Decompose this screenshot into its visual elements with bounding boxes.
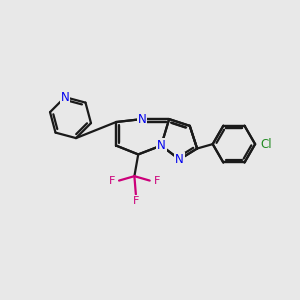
Text: F: F <box>109 176 115 186</box>
Text: N: N <box>61 91 69 103</box>
Text: F: F <box>133 196 139 206</box>
Text: N: N <box>157 139 166 152</box>
Text: Cl: Cl <box>260 138 272 151</box>
Text: N: N <box>175 153 184 166</box>
Text: F: F <box>154 176 160 186</box>
Text: N: N <box>138 112 146 126</box>
